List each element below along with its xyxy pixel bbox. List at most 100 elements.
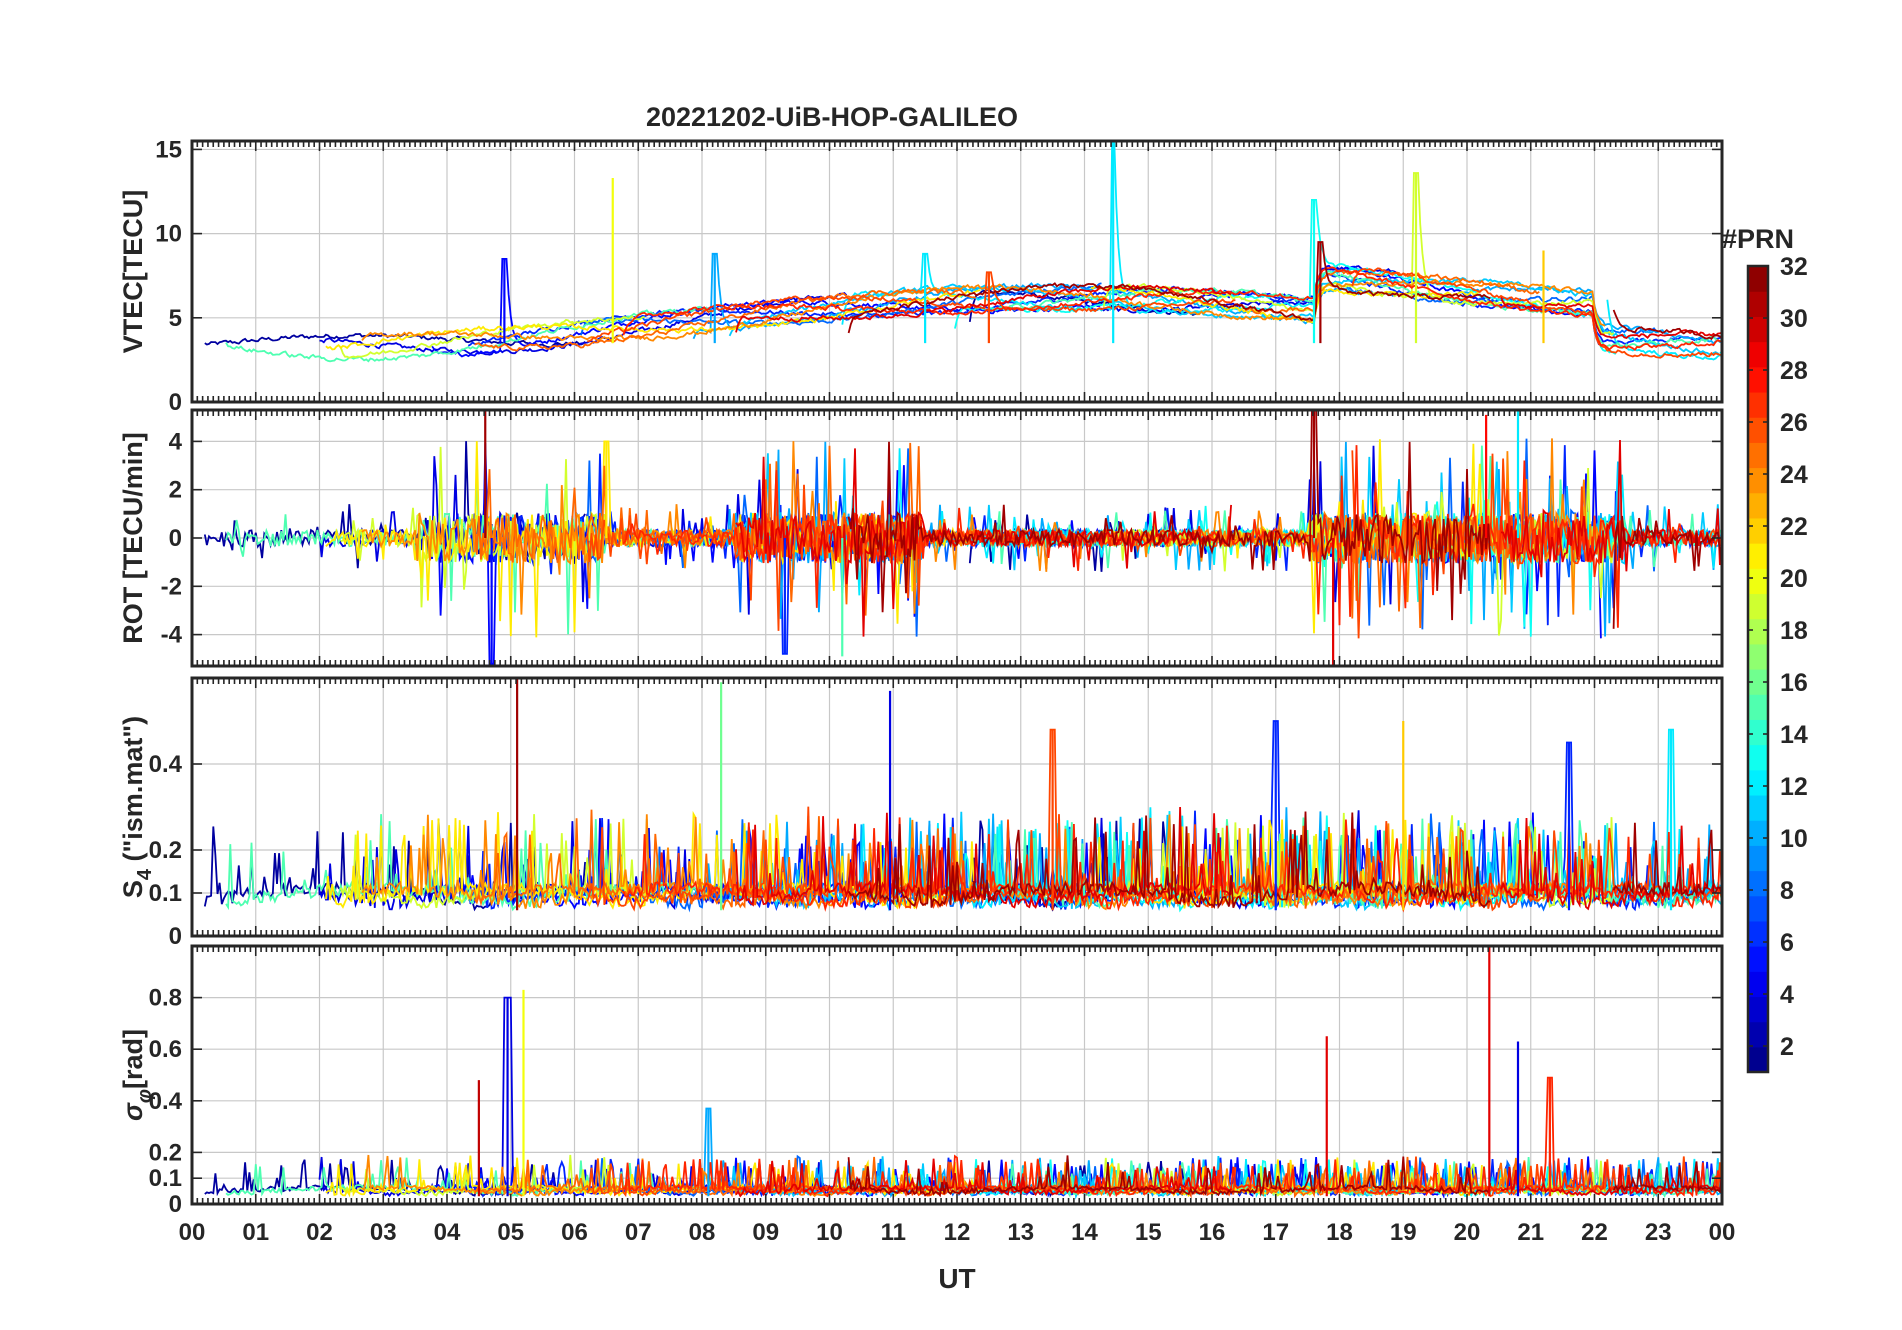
- x-tick-label: 19: [1390, 1219, 1417, 1246]
- ticks-vtec: [191, 141, 1723, 403]
- colorbar-band: [1748, 769, 1768, 796]
- y-tick-label: 4: [169, 428, 183, 455]
- x-tick-label: 05: [497, 1219, 524, 1246]
- colorbar-tick-label: 6: [1780, 929, 1794, 957]
- colorbar-band: [1748, 417, 1768, 443]
- colorbar-band: [1748, 971, 1768, 998]
- colorbar-tick-label: 16: [1780, 669, 1808, 697]
- colorbar-band: [1748, 467, 1768, 494]
- colorbar-frame: [1746, 264, 1770, 1074]
- y-tick-label: 0.2: [149, 837, 182, 864]
- colorbar-band: [1748, 291, 1768, 317]
- x-tick-label: 17: [1262, 1219, 1289, 1246]
- panel-vtec: 0 5 10 15 VTEC[TECU]: [118, 136, 1724, 416]
- y-axis-label-sigma: σφ[rad]: [118, 1029, 156, 1121]
- x-tick-label: 16: [1199, 1219, 1226, 1246]
- series-s4-prn-31: [847, 811, 1722, 910]
- x-axis-label: UT: [938, 1263, 975, 1294]
- y-tick-label: 5: [169, 305, 182, 332]
- y-tick-label: 2: [169, 477, 182, 504]
- colorbar-band: [1748, 341, 1768, 368]
- x-tick-label: 07: [625, 1219, 652, 1246]
- colorbar-tick-label: 12: [1780, 773, 1808, 801]
- x-tick-label: 13: [1007, 1219, 1034, 1246]
- y-tick-label: 0: [169, 1191, 182, 1218]
- colorbar-band: [1748, 316, 1768, 343]
- x-tick-label: 20: [1454, 1219, 1481, 1246]
- colorbar-band: [1748, 920, 1768, 947]
- series-s4-prn-21: [325, 810, 1483, 910]
- y-tick-label: 15: [155, 136, 182, 163]
- colorbar-band: [1748, 391, 1768, 418]
- grid-vtec: [192, 141, 1722, 402]
- x-tick-label: 04: [434, 1219, 461, 1246]
- colorbar-tick-label: 10: [1780, 825, 1808, 853]
- y-tick-label: -4: [161, 622, 183, 649]
- colorbar-tick-label: 4: [1780, 981, 1794, 1009]
- colorbar-band: [1748, 870, 1768, 897]
- ticks-s4: [191, 678, 1723, 937]
- series-rot-prn-31: [847, 410, 1722, 629]
- x-tick-label: 08: [689, 1219, 716, 1246]
- y-tick-label: 0.4: [149, 1088, 183, 1115]
- x-tick-label: 02: [306, 1219, 333, 1246]
- ticks-rot: [191, 410, 1723, 666]
- x-tick-label: 18: [1326, 1219, 1353, 1246]
- y-axis-label-rot: ROT [TECU/min]: [118, 432, 148, 643]
- x-tick-label: 14: [1071, 1219, 1098, 1246]
- ticks-sigma: [191, 946, 1723, 1205]
- y-tick-label: 0.1: [149, 1165, 182, 1192]
- colorbar-band: [1748, 794, 1768, 821]
- series-vtec-prn-29: [735, 284, 1722, 340]
- y-tick-label: 0: [169, 923, 182, 950]
- series-group-sigma: [204, 996, 1722, 1200]
- x-tick-label: 22: [1581, 1219, 1608, 1246]
- colorbar-tick-label: 24: [1780, 461, 1808, 489]
- colorbar-band: [1748, 266, 1768, 292]
- series-vtec-prn-27: [622, 266, 1722, 352]
- colorbar-band: [1748, 669, 1768, 695]
- colorbar-tick-label: 18: [1780, 617, 1808, 645]
- colorbar-tick-label: 26: [1780, 409, 1808, 437]
- colorbar-tick-label: 20: [1780, 565, 1808, 593]
- x-axis: 00 01 02 03 04 05 06 07 08 09 10 11 12 13 14 15 16 17 18 19…: [179, 1219, 1736, 1246]
- colorbar-tick-label: 28: [1780, 357, 1808, 385]
- colorbar-tick-label: 22: [1780, 513, 1808, 541]
- series-group-s4: [203, 720, 1722, 913]
- series-vtec-prn-31: [847, 241, 1722, 341]
- y-axis-label-vtec: VTEC[TECU]: [118, 190, 148, 354]
- colorbar-band: [1748, 366, 1768, 393]
- colorbar-band: [1748, 694, 1768, 720]
- y-tick-label: -2: [161, 573, 182, 600]
- ylabel-rest: [rad]: [118, 1029, 148, 1089]
- colorbar-band: [1748, 1021, 1768, 1048]
- colorbar-band: [1748, 517, 1768, 544]
- colorbar-band: [1748, 568, 1768, 595]
- y-axis-label-s4: S4 ("ism.mat"): [118, 716, 156, 898]
- colorbar-band: [1748, 845, 1768, 872]
- y-tick-label: 0.4: [149, 751, 183, 778]
- colorbar-band: [1748, 1046, 1768, 1073]
- series-vtec-prn-12: [841, 141, 1722, 361]
- y-tick-label: 0: [169, 389, 182, 416]
- series-vtec-prn-19: [339, 172, 1615, 359]
- panel-s4: 00.10.20.4S4 ("ism.mat"): [118, 676, 1724, 950]
- colorbar-label: #PRN: [1722, 224, 1794, 254]
- series-sigma-prn-31: [847, 1155, 1722, 1198]
- y-tick-label: 0: [169, 525, 182, 552]
- x-tick-label: 11: [881, 1219, 906, 1246]
- x-tick-label: 15: [1135, 1219, 1162, 1246]
- x-tick-label: 21: [1517, 1219, 1544, 1246]
- y-tick-label: 0.6: [149, 1036, 182, 1063]
- chart-title: 20221202-UiB-HOP-GALILEO: [646, 102, 1018, 132]
- series-group-rot: [203, 410, 1722, 665]
- series-group-vtec: [204, 141, 1722, 363]
- ylabel-main: σ: [118, 1102, 148, 1121]
- x-tick-label: 12: [944, 1219, 971, 1246]
- colorbar-band: [1748, 820, 1768, 846]
- colorbar-band: [1748, 744, 1768, 771]
- x-tick-label: 10: [816, 1219, 843, 1246]
- ylabel-rest: ("ism.mat"): [118, 716, 148, 869]
- colorbar-band: [1748, 442, 1768, 469]
